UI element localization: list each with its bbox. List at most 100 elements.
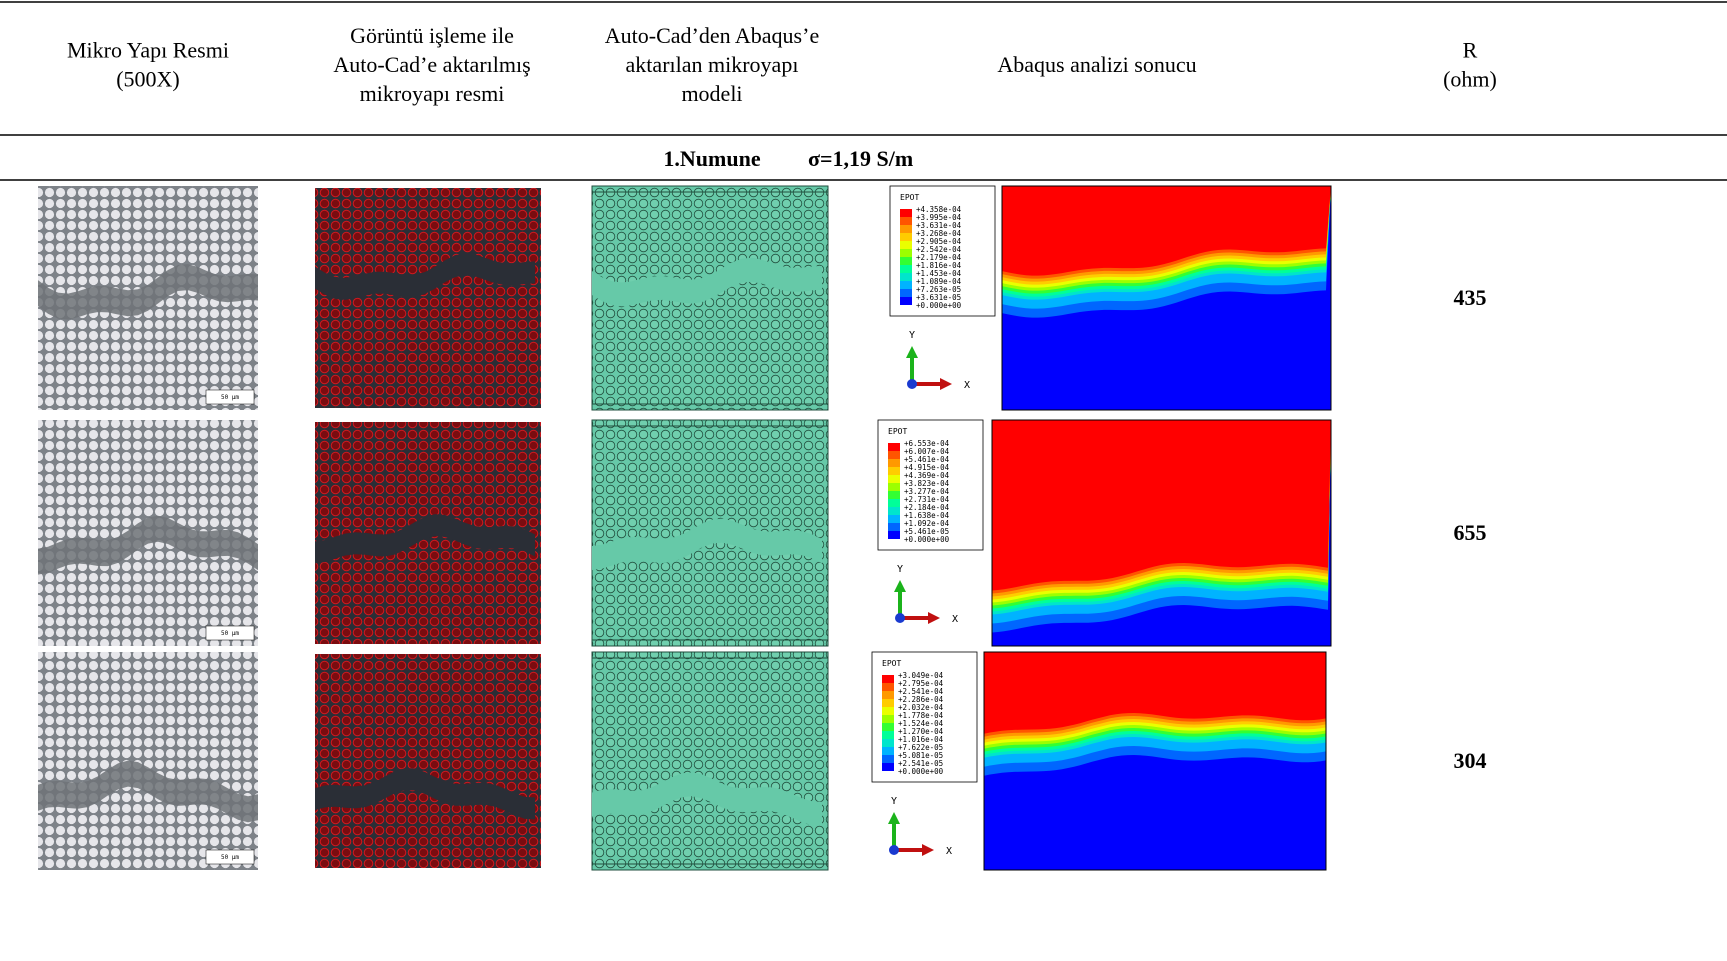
contour-band (992, 420, 1331, 591)
legend-value: +2.795e-04 (898, 679, 944, 688)
legend-swatch (888, 491, 900, 499)
legend-swatch (900, 265, 912, 273)
legend-swatch (888, 515, 900, 523)
header-text: Auto-Cad’den Abaqus’e (605, 23, 819, 48)
model-image (591, 651, 829, 871)
legend-swatch (888, 523, 900, 531)
legend-value: +1.524e-04 (898, 719, 944, 728)
header-text: Görüntü işleme ile (350, 23, 514, 48)
axis-x-label: X (964, 380, 970, 391)
legend-swatch (882, 723, 894, 731)
legend-swatch (900, 249, 912, 257)
legend-swatch (888, 483, 900, 491)
gap-band (315, 253, 535, 300)
resistance: 435 (1454, 285, 1487, 310)
legend-swatch (900, 257, 912, 265)
contour-band (984, 652, 1326, 734)
header-text: modeli (681, 81, 742, 106)
legend-value: +4.369e-04 (904, 471, 950, 480)
legend-swatch (882, 699, 894, 707)
legend-swatch (882, 763, 894, 771)
axis-origin (907, 379, 917, 389)
axis-x-head (940, 378, 952, 390)
legend-swatch (900, 217, 912, 225)
legend-value: +2.179e-04 (916, 253, 962, 262)
contour-frame (983, 651, 1327, 871)
scale-bar: 50 µm (221, 394, 239, 401)
matrix-band (592, 257, 822, 307)
legend-swatch (900, 297, 912, 305)
axis-y-head (894, 580, 906, 592)
legend-value: +2.184e-04 (904, 503, 950, 512)
legend-value: +3.277e-04 (904, 487, 950, 496)
header-text: Abaqus analizi sonucu (997, 52, 1196, 77)
legend-value: +1.092e-04 (904, 519, 950, 528)
legend-value: +2.032e-04 (898, 703, 944, 712)
header-text: R (1463, 38, 1478, 63)
legend-swatch (900, 225, 912, 233)
legend-title: EPOT (882, 659, 901, 668)
legend-value: +1.270e-04 (898, 727, 944, 736)
legend-value: +7.263e-05 (916, 285, 961, 294)
legend-title: EPOT (900, 193, 919, 202)
legend-value: +5.461e-04 (904, 455, 950, 464)
legend-value: +6.007e-04 (904, 447, 950, 456)
legend-value: +1.453e-04 (916, 269, 962, 278)
section-label: 1.Numune (663, 146, 760, 171)
dark-band (38, 264, 258, 320)
legend-value: +0.000e+00 (904, 535, 950, 544)
legend-value: +3.995e-04 (916, 213, 962, 222)
axis-y-label: Y (909, 330, 915, 341)
legend-title: EPOT (888, 427, 907, 436)
legend-value: +4.915e-04 (904, 463, 950, 472)
legend-swatch (888, 507, 900, 515)
legend-value: +3.631e-05 (916, 293, 961, 302)
legend-value: +5.461e-05 (904, 527, 949, 536)
legend-value: +0.000e+00 (898, 767, 944, 776)
scale-bar-box (205, 849, 255, 865)
legend-swatch (882, 731, 894, 739)
dark-band (38, 515, 258, 575)
scale-bar: 50 µm (221, 854, 239, 861)
legend-value: +2.286e-04 (898, 695, 944, 704)
header-text: (500X) (116, 67, 180, 92)
legend-swatch (900, 289, 912, 297)
matrix-band (592, 518, 822, 570)
legend-swatch (882, 739, 894, 747)
axis-origin (895, 613, 905, 623)
legend-swatch (900, 241, 912, 249)
dark-band (38, 750, 258, 823)
legend-value: +4.358e-04 (916, 205, 962, 214)
legend-value: +1.089e-04 (916, 277, 962, 286)
legend-swatch (888, 499, 900, 507)
gap-band (315, 514, 535, 564)
header-text: aktarılan mikroyapı (626, 52, 799, 77)
header-text: (ohm) (1443, 67, 1497, 92)
legend-value: +0.000e+00 (916, 301, 962, 310)
legend-value: +1.638e-04 (904, 511, 950, 520)
header-text: Mikro Yapı Resmi (67, 38, 229, 63)
legend-swatch (900, 273, 912, 281)
legend-value: +2.541e-05 (898, 759, 943, 768)
axis-x-head (928, 612, 940, 624)
axis-y-head (906, 346, 918, 358)
scale-bar-box (205, 389, 255, 405)
legend-value: +2.905e-04 (916, 237, 962, 246)
resistance: 655 (1454, 520, 1487, 545)
axis-y-label: Y (897, 564, 903, 575)
contour-frame (1001, 185, 1332, 411)
legend-swatch (888, 467, 900, 475)
legend-value: +3.268e-04 (916, 229, 962, 238)
legend-value: +3.631e-04 (916, 221, 962, 230)
legend-swatch (882, 707, 894, 715)
axis-x-label: X (946, 846, 952, 857)
legend-value: +2.542e-04 (916, 245, 962, 254)
legend-swatch (900, 281, 912, 289)
legend-value: +7.622e-05 (898, 743, 943, 752)
legend-value: +2.731e-04 (904, 495, 950, 504)
legend-swatch (882, 691, 894, 699)
legend-value: +5.081e-05 (898, 751, 943, 760)
legend-swatch (888, 459, 900, 467)
legend-swatch (882, 715, 894, 723)
